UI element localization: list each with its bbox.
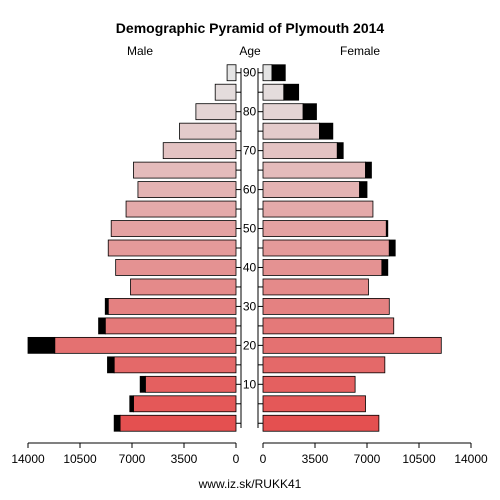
male-bar-85-89 [214,83,237,101]
female-bar-90+ [262,64,273,82]
male-bar-5-9 [133,395,237,413]
female-extra-bar-75-79 [319,122,334,140]
male-x-tick-label: 0 [233,452,240,466]
male-x-tick-label: 10500 [63,452,97,466]
male-bar-70-74 [162,142,237,160]
male-bar-80-84 [195,103,237,121]
male-bar-45-49 [107,239,237,257]
male-extra-bar-30-34 [104,298,109,315]
male-bar-15-19 [113,356,237,374]
male-extra-bar-15-19 [107,356,115,374]
male-bar-65-69 [133,161,237,179]
female-bar-30-34 [262,298,390,315]
female-extra-bar-40-44 [381,259,389,276]
male-extra-bar-0-4 [113,414,121,432]
age-tick-label: 10 [243,377,257,391]
female-x-tick-label: 7000 [354,452,381,466]
female-bar-85-89 [262,83,285,101]
female-bar-70-74 [262,142,338,160]
age-tick-label: 50 [243,222,257,236]
female-x-tick-label: 14000 [454,452,488,466]
female-x-tick-label: 3500 [302,452,329,466]
age-tick-label: 90 [243,66,257,80]
age-label: Age [239,44,261,58]
male-x-tick-label: 14000 [11,452,45,466]
male-bar-30-34 [107,298,237,315]
male-bar-55-59 [125,200,237,218]
female-bars [262,64,442,432]
female-bar-0-4 [262,414,380,432]
male-extra-bar-5-9 [129,395,134,413]
male-bar-25-29 [104,317,237,335]
female-bar-35-39 [262,278,369,296]
female-extra-bar-60-64 [359,181,368,198]
male-bar-40-44 [115,259,237,276]
male-extra-bar-10-14 [139,375,146,393]
male-extra-bar-25-29 [98,317,106,335]
female-bar-20-24 [262,336,442,354]
age-tick-label: 40 [243,260,257,274]
male-bar-20-24 [54,336,237,354]
male-bar-0-4 [119,414,237,432]
male-x-tick-label: 7000 [119,452,146,466]
female-bar-10-14 [262,375,356,393]
female-bar-55-59 [262,200,374,218]
age-tick-label: 30 [243,299,257,313]
female-bar-45-49 [262,239,390,257]
male-bar-60-64 [137,181,237,198]
female-bar-5-9 [262,395,366,413]
female-bar-60-64 [262,181,360,198]
female-x-tick-label: 10500 [402,452,436,466]
female-extra-bar-85-89 [283,83,300,101]
age-tick-label: 20 [243,338,257,352]
female-bar-25-29 [262,317,395,335]
female-extra-bar-65-69 [365,161,372,179]
male-label: Male [127,44,153,58]
axes: 90 80 70 60 50 40 30 20 10 14000 10500 7000 3500 0 0 35… [11,66,488,466]
female-x-tick-label: 0 [260,452,267,466]
male-bar-90+ [226,64,237,82]
male-x-tick-label: 3500 [171,452,198,466]
female-bar-50-54 [262,220,387,237]
female-extra-bar-90+ [271,64,286,82]
female-extra-bar-50-54 [385,220,389,237]
female-bar-80-84 [262,103,304,121]
age-tick-label: 70 [243,144,257,158]
female-bar-15-19 [262,356,386,374]
male-bar-10-14 [144,375,237,393]
female-extra-bar-45-49 [388,239,396,257]
chart-title: Demographic Pyramid of Plymouth 2014 [116,20,385,36]
female-label: Female [340,44,380,58]
male-bar-35-39 [130,278,237,296]
source-url: www.iz.sk/RUKK41 [198,477,302,491]
male-bars [27,64,237,432]
female-extra-bar-70-74 [336,142,344,160]
male-extra-bar-20-24 [27,336,56,354]
female-bar-75-79 [262,122,320,140]
female-bar-65-69 [262,161,366,179]
age-tick-label: 60 [243,183,257,197]
female-bar-40-44 [262,259,383,276]
male-bar-75-79 [179,122,237,140]
female-extra-bar-80-84 [302,103,317,121]
age-tick-label: 80 [243,105,257,119]
male-bar-50-54 [110,220,237,237]
